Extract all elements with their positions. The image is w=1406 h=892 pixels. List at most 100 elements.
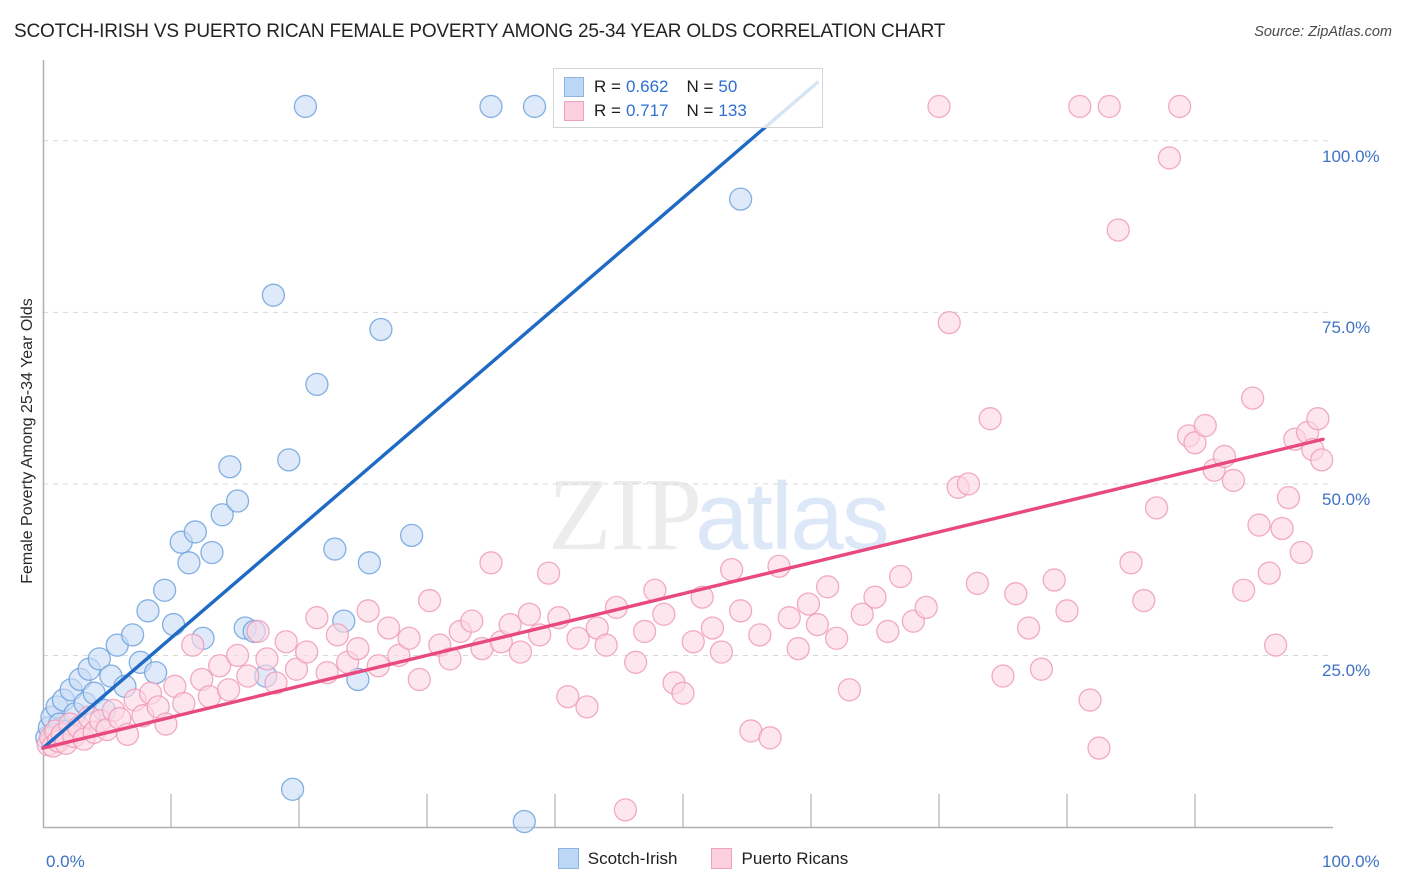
data-point [305,606,329,630]
stat-swatch-scotch-irish [564,77,584,97]
data-point [152,578,177,602]
y-axis-tick-label: 50.0% [1322,489,1371,509]
data-point [1183,431,1207,455]
series-points-puerto-ricans [36,94,1334,822]
data-point [1106,218,1130,242]
data-point [517,602,542,626]
data-point [566,626,590,650]
data-point [1231,578,1256,602]
data-point [305,372,329,397]
stat-swatch-puerto-ricans [564,101,584,121]
data-point [575,695,599,719]
data-point [1157,146,1182,170]
data-point [218,455,242,479]
x-axis-min-label: 0.0% [46,852,85,871]
data-point [1078,688,1102,712]
legend-swatch-puerto-ricans [711,848,733,869]
data-point [460,609,484,633]
correlation-stats-box: R = 0.662 N = 50 R = 0.717 N = 133 [553,68,823,128]
stat-r-value-puerto-ricans: 0.717 [625,101,669,120]
stat-row-scotch-irish: R = 0.662 N = 50 [564,75,812,99]
data-point [225,489,250,513]
data-point [183,520,207,544]
data-point [748,623,772,647]
page-title: SCOTCH-IRISH VS PUERTO RICAN FEMALE POVE… [14,21,946,42]
data-point [293,94,318,119]
data-point [357,551,382,575]
data-point [1097,94,1121,119]
data-point [246,619,270,644]
data-point [623,650,648,674]
data-point [1240,386,1265,410]
data-point [1087,736,1111,760]
data-point [1306,407,1330,431]
data-point [376,616,401,640]
data-point [1310,448,1334,472]
data-point [1276,485,1301,510]
data-point [1132,588,1156,613]
data-point [991,664,1015,688]
data-point [397,626,421,650]
data-point [1167,94,1192,119]
legend-label-scotch-irish: Scotch-Irish [587,848,678,868]
data-point [1029,657,1054,681]
data-point [709,640,734,664]
data-point [719,558,744,582]
data-point [274,630,298,654]
data-point [143,660,168,685]
data-point [1257,561,1281,585]
data-point [965,571,990,596]
legend-item-puerto-ricans[interactable]: Puerto Ricans [711,848,848,869]
data-point [225,643,250,668]
data-point [1263,633,1288,657]
data-point [261,283,286,307]
data-point [200,540,224,565]
data-point [914,595,938,620]
data-point [280,777,305,801]
data-point [1289,540,1313,565]
y-axis-tick-label: 75.0% [1322,318,1371,338]
data-point [1247,513,1271,537]
data-point [652,602,676,626]
data-point [1016,616,1041,640]
source-attribution: Source: ZipAtlas.com [1254,24,1392,40]
data-point [824,626,849,650]
stat-row-puerto-ricans: R = 0.717 N = 133 [564,99,812,123]
data-point [978,407,1002,431]
data-point [284,657,309,681]
data-point [796,592,821,616]
y-axis-title: Female Poverty Among 25-34 Year Olds [19,298,36,584]
data-point [786,636,810,661]
series-legend: Scotch-Irish Puerto Ricans [0,848,1406,869]
data-point [438,647,462,671]
legend-label-puerto-ricans: Puerto Ricans [741,848,849,868]
data-point [758,726,782,750]
data-point [277,448,301,472]
trendline-scotch-irish [41,80,820,750]
data-point [671,681,695,705]
x-axis-max-label: 100.0% [1322,852,1380,871]
data-point [295,640,319,664]
data-point [1068,94,1092,119]
data-point [888,564,913,589]
data-point [1055,599,1079,623]
data-point [369,317,393,342]
data-point [632,619,657,644]
data-point [407,667,431,692]
data-point [210,503,234,527]
data-point [556,684,580,709]
scatter-svg [35,60,1334,834]
data-point [181,633,205,657]
stat-r-label-puerto-ricans: R = [594,101,621,120]
stat-r-value-scotch-irish: 0.662 [625,77,669,96]
data-point [1119,551,1143,575]
data-point [1270,516,1294,541]
data-point [512,809,536,834]
legend-item-scotch-irish[interactable]: Scotch-Irish [557,848,678,869]
data-point [1221,468,1246,493]
data-point [325,623,350,647]
data-point [346,636,370,661]
data-point [805,612,830,637]
stat-n-label-puerto-ricans: N = [686,101,714,120]
